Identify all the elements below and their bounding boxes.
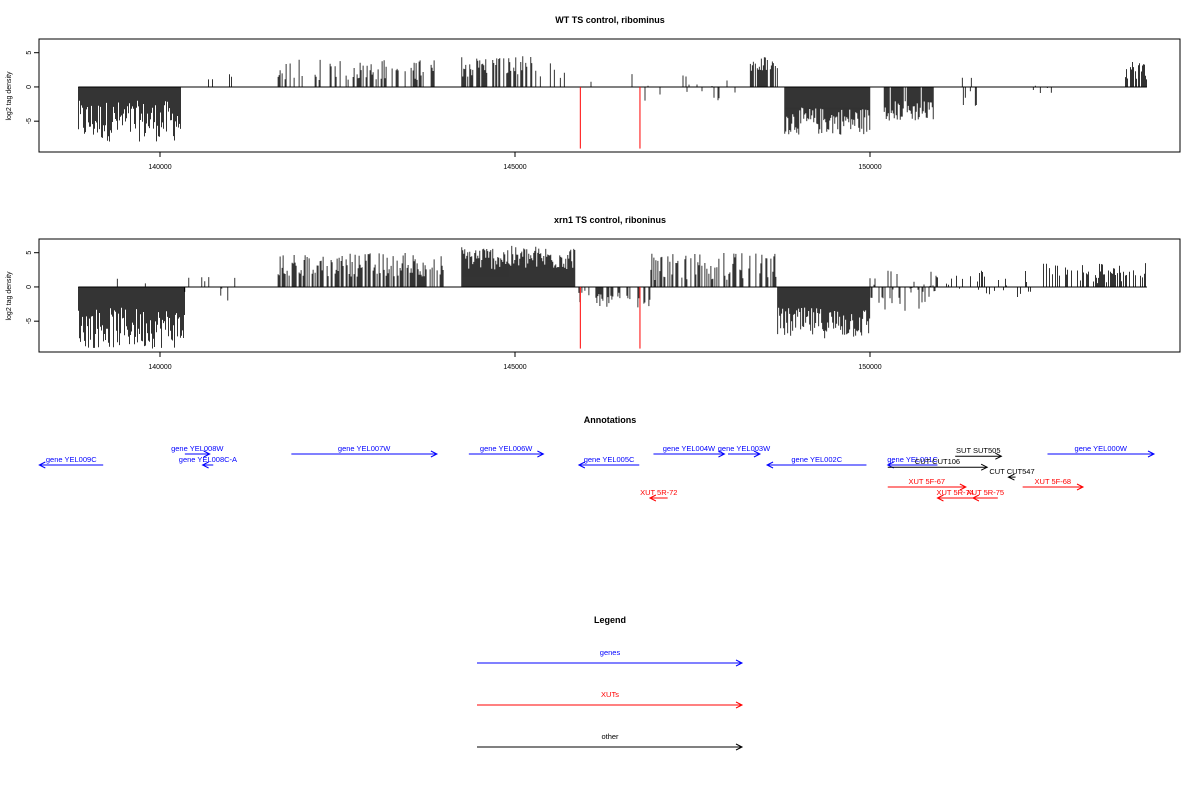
arrow-head-icon: [648, 494, 657, 502]
arrow-head-icon: [430, 450, 439, 458]
y-tick-label: 0: [26, 85, 33, 89]
x-tick-label: 140000: [148, 364, 171, 371]
plot-frame: [38, 238, 1181, 353]
x-tick-label: 150000: [858, 164, 881, 171]
xut-label: XUT 5R-74: [937, 488, 974, 497]
y-tick-label: 0: [26, 285, 33, 289]
y-tick-label: -5: [26, 118, 33, 124]
gene-feature: gene YEL005C: [577, 455, 640, 469]
x-tick-label: 150000: [858, 364, 881, 371]
y-tick-label: 5: [26, 51, 33, 55]
arrow-head-icon: [577, 461, 586, 469]
y-tick-label: -5: [26, 318, 33, 324]
gene-label: gene YEL002C: [791, 455, 842, 464]
gene-feature: gene YEL000W: [1047, 444, 1156, 458]
arrow-head-icon: [1076, 483, 1085, 491]
arrow-head-icon: [980, 463, 989, 471]
gene-label: gene YEL003W: [718, 444, 771, 453]
legend-entry: other: [477, 732, 744, 751]
legend-label: other: [601, 732, 619, 741]
legend-title: Legend: [594, 615, 626, 625]
xut-label: XUT 5R-72: [640, 488, 677, 497]
gene-feature: gene YEL007W: [291, 444, 439, 458]
gene-label: gene YEL007W: [338, 444, 391, 453]
gene-label: gene YEL009C: [46, 455, 97, 464]
arrow-head-icon: [765, 461, 774, 469]
xrn1-panel: xrn1 TS control, riboninus 140000 145000 1…: [6, 215, 1181, 371]
legend-label: genes: [600, 648, 621, 657]
gene-feature: gene YEL006W: [468, 444, 545, 458]
arrow-head-icon: [936, 494, 944, 502]
arrow-head-icon: [735, 701, 744, 709]
arrow-head-icon: [1147, 450, 1156, 458]
legend-entry: genes: [477, 648, 744, 667]
gene-label: gene YEL005C: [584, 455, 635, 464]
gene-feature: gene YEL003W: [718, 444, 771, 458]
panel-title: WT TS control, ribominus: [555, 15, 665, 25]
gene-label: gene YEL000W: [1075, 444, 1128, 453]
arrow-head-icon: [735, 743, 744, 751]
gene-feature: gene YEL009C: [38, 455, 104, 469]
annotations-panel: Annotations gene YEL009C gene YEL008W gene…: [38, 415, 1156, 502]
xut-feature: XUT 5R-74: [936, 488, 974, 502]
arrow-head-icon: [735, 659, 744, 667]
arrow-head-icon: [201, 461, 209, 469]
gene-feature: gene YEL008W: [171, 444, 224, 458]
gene-label: gene YEL006W: [480, 444, 533, 453]
arrow-head-icon: [203, 450, 211, 458]
xut-label: XUT 5F-67: [909, 477, 946, 486]
annotations-title: Annotations: [584, 415, 637, 425]
signal-bars: [78, 245, 1146, 349]
wt-panel: WT TS control, ribominus 140000 145000 150…: [6, 15, 1181, 171]
signal-bars: [78, 56, 1147, 142]
arrow-head-icon: [537, 450, 545, 458]
xut-feature: XUT 5F-68: [1022, 477, 1085, 491]
other-label: CUT CUT106: [915, 457, 960, 466]
y-axis-label: log2 tag density: [6, 71, 13, 121]
other-feature: CUT CUT547: [989, 467, 1035, 481]
gene-feature: gene YEL002C: [765, 455, 867, 469]
other-feature: CUT CUT106: [887, 457, 989, 471]
gene-feature: gene YEL008C-A: [179, 455, 237, 469]
arrow-head-icon: [971, 494, 980, 502]
xut-feature: XUT 5F-67: [887, 477, 967, 491]
xut-feature: XUT 5R-75: [967, 488, 1004, 502]
other-label: CUT CUT547: [989, 467, 1034, 476]
plot-frame: [38, 38, 1181, 153]
other-feature: SUT SUT505: [955, 446, 1003, 460]
arrow-head-icon: [753, 450, 762, 458]
gene-label: gene YEL008W: [171, 444, 224, 453]
gene-feature: gene YEL004W: [653, 444, 726, 458]
arrow-head-icon: [1007, 473, 1015, 481]
arrow-head-icon: [38, 461, 46, 469]
gene-label: gene YEL004W: [663, 444, 716, 453]
legend-panel: Legend genes XUTs other: [477, 615, 744, 751]
legend-entry: XUTs: [477, 690, 744, 709]
y-axis-label: log2 tag density: [6, 271, 13, 321]
arrow-head-icon: [959, 483, 967, 491]
xut-feature: XUT 5R-72: [640, 488, 677, 502]
xut-label: XUT 5R-75: [967, 488, 1004, 497]
other-label: SUT SUT505: [956, 446, 1000, 455]
x-tick-label: 140000: [148, 164, 171, 171]
panel-title: xrn1 TS control, riboninus: [554, 215, 666, 225]
x-tick-label: 145000: [503, 164, 526, 171]
legend-label: XUTs: [601, 690, 619, 699]
y-tick-label: 5: [26, 251, 33, 255]
x-tick-label: 145000: [503, 364, 526, 371]
gene-label: gene YEL008C-A: [179, 455, 237, 464]
arrow-head-icon: [718, 450, 726, 458]
xut-label: XUT 5F-68: [1035, 477, 1072, 486]
arrow-head-icon: [995, 452, 1003, 460]
gene-label: gene YEL001C: [887, 455, 938, 464]
